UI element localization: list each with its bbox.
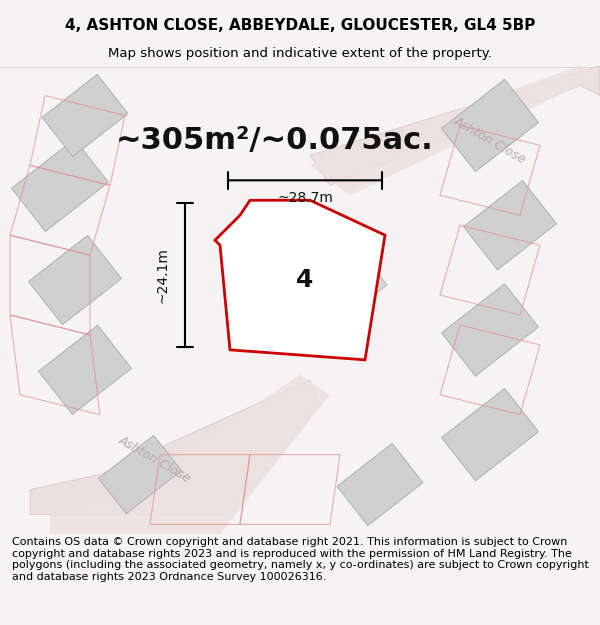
Polygon shape [310, 66, 600, 195]
Polygon shape [464, 181, 556, 270]
Text: Ashton Close: Ashton Close [116, 434, 193, 486]
Polygon shape [98, 436, 181, 514]
Polygon shape [310, 66, 600, 185]
Polygon shape [442, 284, 538, 376]
Polygon shape [50, 375, 330, 534]
Text: 4, ASHTON CLOSE, ABBEYDALE, GLOUCESTER, GL4 5BP: 4, ASHTON CLOSE, ABBEYDALE, GLOUCESTER, … [65, 18, 535, 33]
Polygon shape [42, 74, 128, 157]
Text: Contains OS data © Crown copyright and database right 2021. This information is : Contains OS data © Crown copyright and d… [12, 537, 589, 582]
Polygon shape [273, 230, 387, 340]
Text: Map shows position and indicative extent of the property.: Map shows position and indicative extent… [108, 48, 492, 60]
Polygon shape [38, 325, 131, 414]
Polygon shape [442, 389, 538, 481]
Text: ~305m²/~0.075ac.: ~305m²/~0.075ac. [116, 126, 434, 155]
Polygon shape [29, 236, 121, 325]
Polygon shape [215, 200, 385, 360]
Polygon shape [442, 79, 538, 172]
Text: ~24.1m: ~24.1m [156, 247, 170, 303]
Polygon shape [337, 443, 423, 526]
Text: Ashton Close: Ashton Close [452, 114, 529, 166]
Polygon shape [11, 139, 109, 231]
Polygon shape [30, 380, 320, 514]
Text: ~28.7m: ~28.7m [277, 191, 333, 205]
Text: 4: 4 [296, 268, 314, 292]
